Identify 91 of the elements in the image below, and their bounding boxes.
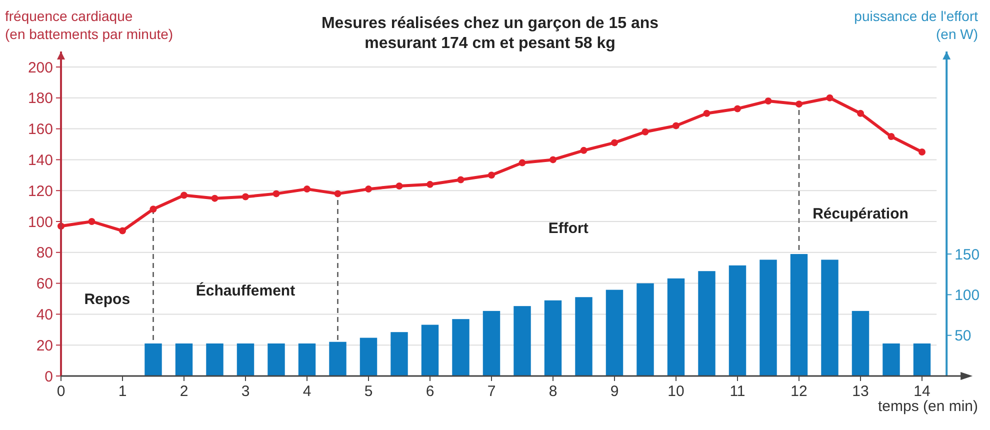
point (396, 182, 403, 190)
point (304, 186, 310, 193)
point (457, 176, 464, 184)
bar (667, 278, 685, 376)
x-tick-label: 2 (180, 383, 188, 400)
point (642, 128, 649, 136)
point (365, 186, 372, 193)
x-tick-label: 14 (914, 383, 930, 400)
y-axis-title: fréquence cardiaque (en battements par minute) (5, 8, 174, 42)
point (550, 156, 556, 164)
y-tick-label: 180 (28, 90, 53, 108)
point (826, 94, 834, 102)
bar (698, 271, 716, 376)
point (119, 227, 126, 234)
y-tick-label: 20 (36, 337, 53, 354)
x-tick-label: 12 (790, 383, 808, 400)
point (180, 192, 188, 199)
x-tick-label: 11 (730, 383, 746, 400)
y-tick-label: 120 (28, 182, 53, 200)
bar (482, 310, 500, 376)
point (488, 172, 495, 179)
point (857, 110, 864, 117)
x-tick-label: 0 (56, 383, 66, 400)
point (764, 97, 772, 104)
point (611, 139, 618, 146)
y-tick-label: 200 (28, 59, 53, 76)
y2-tick-label: 50 (954, 328, 972, 345)
bar (206, 343, 224, 376)
x-axis-title: temps (en min) (878, 398, 978, 415)
y-tick-label: 140 (28, 152, 53, 169)
bar (236, 343, 254, 376)
x-tick-label: 1 (118, 383, 127, 400)
x-tick-label: 13 (852, 383, 869, 400)
point (426, 180, 434, 188)
point (211, 194, 218, 202)
bar (329, 342, 346, 376)
bar (636, 283, 654, 376)
point (334, 190, 342, 198)
bar (298, 343, 316, 376)
point (272, 190, 280, 198)
x-tick-label: 8 (548, 383, 558, 400)
bar (852, 310, 870, 376)
bar (913, 343, 931, 376)
y2-tick-label: 100 (954, 286, 980, 304)
bar (790, 254, 808, 376)
annotation: Effort (548, 220, 588, 237)
y-tick-label: 0 (44, 368, 53, 386)
y2-axis-title: puissance de l'effort (en W) (854, 8, 978, 42)
point (888, 133, 895, 140)
point (672, 122, 680, 130)
point (150, 206, 157, 213)
point (88, 218, 96, 225)
x-tick-label: 6 (426, 383, 434, 400)
bar (175, 343, 193, 376)
bar (760, 260, 777, 376)
bar (514, 306, 531, 376)
bar (882, 343, 900, 376)
point (703, 110, 710, 117)
bar (728, 265, 746, 376)
x-tick-label: 5 (364, 383, 373, 400)
y-tick-label: 60 (36, 276, 53, 293)
bar (452, 319, 470, 376)
x-tick-label: 10 (668, 383, 684, 400)
bar (606, 290, 624, 376)
point (580, 146, 588, 154)
x-tick-label: 9 (610, 383, 619, 400)
annotation: Échauffement (196, 281, 296, 300)
point (918, 148, 926, 156)
y-tick-label: 160 (28, 121, 53, 138)
bar (544, 300, 562, 376)
point (518, 159, 526, 166)
bar (360, 338, 378, 376)
bar (575, 297, 592, 376)
point (734, 105, 741, 112)
bar (268, 343, 285, 376)
y-tick-label: 100 (28, 214, 53, 231)
annotation: Récupération (812, 205, 908, 222)
bar (421, 324, 439, 376)
bar (821, 260, 838, 376)
point (796, 100, 802, 108)
bar (144, 343, 162, 376)
x-tick-label: 4 (302, 383, 312, 400)
chart-title: Mesures réalisées chez un garçon de 15 ans mesurant 174 cm et pesant 58 kg (321, 15, 659, 52)
annotation: Repos (84, 291, 130, 308)
x-tick-label: 3 (241, 383, 250, 400)
y2-tick-label: 150 (954, 246, 980, 264)
y-tick-label: 80 (36, 244, 53, 262)
point (242, 193, 249, 200)
x-tick-label: 7 (487, 383, 496, 400)
bar (390, 332, 408, 376)
y-tick-label: 40 (36, 306, 53, 324)
